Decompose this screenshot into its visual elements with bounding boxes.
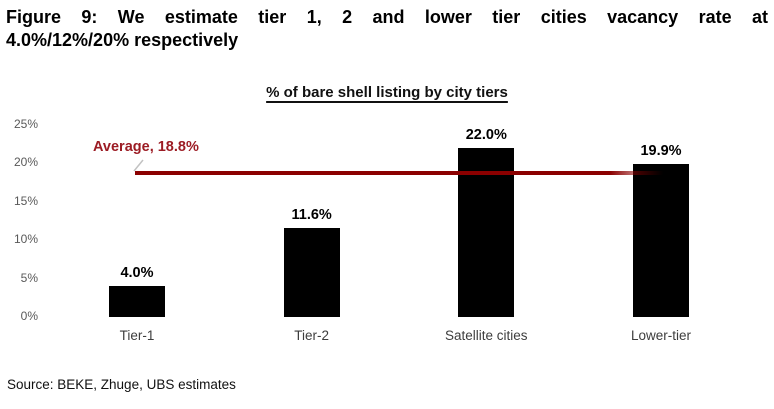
y-axis-tick: 0%	[20, 309, 38, 323]
figure-title-line2: 4.0%/12%/20% respectively	[6, 30, 239, 50]
y-axis-tick: 20%	[13, 155, 38, 169]
bar	[109, 286, 165, 317]
bar-value-label: 22.0%	[465, 127, 507, 143]
bar-group-tier2: 11.6%	[212, 207, 412, 317]
x-axis-label-tier2: Tier-2	[294, 328, 330, 343]
x-axis-label-lower-tier: Lower-tier	[630, 328, 692, 343]
bar	[633, 164, 689, 317]
leader-line	[133, 159, 144, 172]
bar-group-lower-tier: 19.9%	[561, 143, 761, 317]
y-axis-tick: 10%	[13, 232, 38, 246]
bar-group-tier1: 4.0%	[37, 265, 237, 317]
bar-value-label: 19.9%	[640, 143, 682, 159]
y-axis-tick: 15%	[13, 194, 38, 208]
x-axis-label-satellite-cities: Satellite cities	[445, 328, 528, 343]
figure-title: Figure 9: We estimate tier 1, 2 and lowe…	[6, 6, 768, 52]
x-axis-label-tier1: Tier-1	[119, 328, 155, 343]
bar-value-label: 11.6%	[291, 207, 332, 223]
bar-value-label: 4.0%	[120, 265, 154, 281]
bar	[458, 148, 515, 317]
y-axis-tick: 5%	[20, 271, 38, 285]
bar	[283, 228, 340, 317]
y-axis-tick: 25%	[13, 117, 38, 131]
average-label: Average, 18.8%	[93, 139, 199, 155]
source-note: Source: BEKE, Zhuge, UBS estimates	[7, 377, 236, 392]
figure-title-line1: Figure 9: We estimate tier 1, 2 and lowe…	[6, 7, 768, 27]
chart-title: % of bare shell listing by city tiers	[266, 84, 508, 101]
bar-group-satellite-cities: 22.0%	[386, 127, 586, 317]
